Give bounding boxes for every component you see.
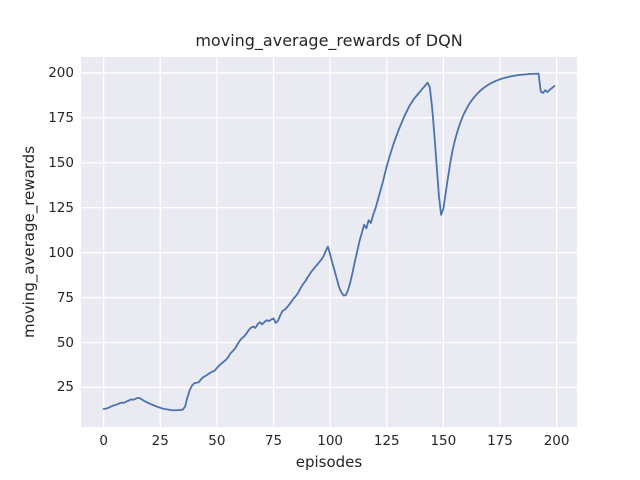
x-tick-label: 175 bbox=[487, 433, 513, 449]
y-tick-label: 125 bbox=[48, 199, 74, 216]
y-tick-label: 75 bbox=[56, 289, 74, 306]
y-tick-label: 200 bbox=[48, 64, 74, 81]
y-tick-label: 150 bbox=[48, 154, 74, 171]
reward-line bbox=[102, 72, 556, 412]
x-axis-label: episodes bbox=[295, 453, 363, 471]
x-tick-label: 200 bbox=[543, 433, 570, 449]
x-tick-label: 150 bbox=[430, 433, 457, 449]
x-tick-label: 25 bbox=[151, 433, 169, 449]
y-tick-label: 175 bbox=[48, 109, 74, 126]
y-tick-label: 100 bbox=[48, 244, 74, 261]
y-tick-label: 50 bbox=[56, 334, 74, 351]
chart-title: moving_average_rewards of DQN bbox=[195, 31, 463, 50]
plot-area bbox=[81, 57, 577, 427]
x-tick-label: 0 bbox=[99, 433, 108, 449]
y-tick-label: 25 bbox=[56, 379, 74, 396]
x-tick-label: 125 bbox=[373, 433, 400, 449]
x-tick-label: 75 bbox=[264, 433, 283, 449]
x-tick-label: 100 bbox=[317, 433, 344, 449]
x-tick-label: 50 bbox=[208, 433, 226, 449]
